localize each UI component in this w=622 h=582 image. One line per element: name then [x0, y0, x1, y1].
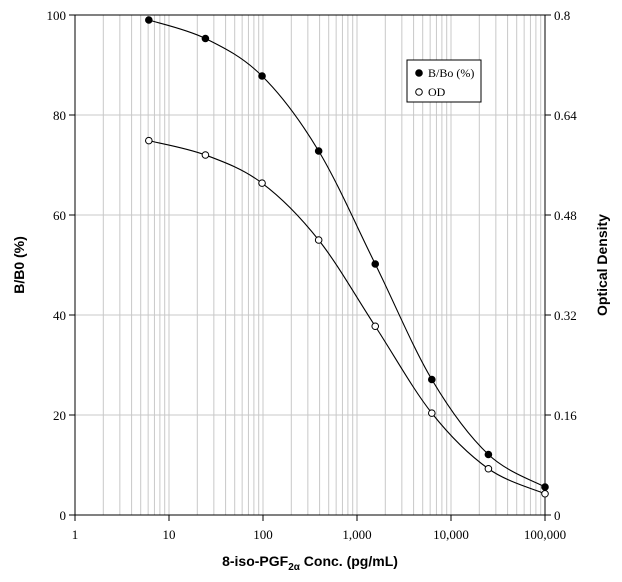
y-left-tick-label: 100: [47, 8, 67, 23]
x-tick-label: 10: [163, 527, 176, 542]
series-1: [145, 16, 549, 491]
x-tick-label: 1: [72, 527, 79, 542]
x-tick-label: 100: [253, 527, 273, 542]
open-data-point: [145, 136, 153, 145]
x-axis-title-main: 8-iso-PGF: [222, 553, 289, 569]
x-tick-label: 10,000: [433, 527, 469, 542]
y-right-tick-label: 0.32: [554, 308, 577, 323]
open-data-point: [314, 236, 323, 244]
y-left-tick-label: 80: [53, 108, 66, 123]
filled-data-point: [314, 147, 323, 155]
y-left-tick-label: 40: [53, 308, 66, 323]
legend-marker: [415, 69, 423, 77]
series-line: [148, 19, 546, 488]
series-line: [148, 140, 546, 495]
filled-data-point: [541, 483, 549, 491]
y-right-tick-label: 0.48: [554, 208, 577, 223]
open-data-point: [541, 489, 549, 498]
x-axis-title: 8-iso-PGF2α Conc. (pg/mL): [222, 553, 398, 573]
x-tick-label: 100,000: [524, 527, 566, 542]
open-data-point: [258, 179, 266, 187]
filled-data-point: [484, 450, 493, 459]
y-axis-right-title: Optical Density: [594, 214, 610, 316]
series-layer: [145, 16, 549, 498]
y-left-tick-label: 60: [53, 208, 66, 223]
open-data-point: [484, 464, 493, 473]
open-data-point: [428, 409, 436, 417]
filled-data-point: [201, 34, 210, 43]
filled-data-point: [258, 72, 266, 80]
open-data-point: [371, 322, 380, 331]
x-axis-title-suffix: Conc. (pg/mL): [300, 553, 398, 569]
legend: B/Bo (%) OD: [406, 59, 482, 103]
legend-label: OD: [428, 85, 446, 99]
x-axis-title-subscript: 2α: [288, 562, 301, 573]
plot-frame: [74, 14, 546, 516]
y-axis-left-title: B/B0 (%): [11, 236, 27, 294]
y-left-tick-label: 0: [60, 508, 67, 523]
filled-data-point: [371, 260, 380, 268]
y-left-tick-label: 20: [53, 408, 66, 423]
legend-label: B/Bo (%): [428, 66, 474, 80]
series-2: [145, 136, 549, 498]
legend-marker: [415, 88, 423, 96]
filled-data-point: [428, 375, 436, 384]
y-right-tick-label: 0.16: [554, 408, 577, 423]
axis-ticks: 1 10 100 1,000 10,000 100,000 0 20 40 60 80 100 0 0.1…: [47, 8, 578, 542]
y-right-tick-label: 0: [554, 508, 561, 523]
y-right-tick-label: 0.64: [554, 108, 577, 123]
y-right-tick-label: 0.8: [554, 8, 570, 23]
open-data-point: [201, 151, 210, 159]
grid-lines: [75, 15, 545, 515]
filled-data-point: [145, 16, 153, 24]
x-tick-label: 1,000: [342, 527, 371, 542]
